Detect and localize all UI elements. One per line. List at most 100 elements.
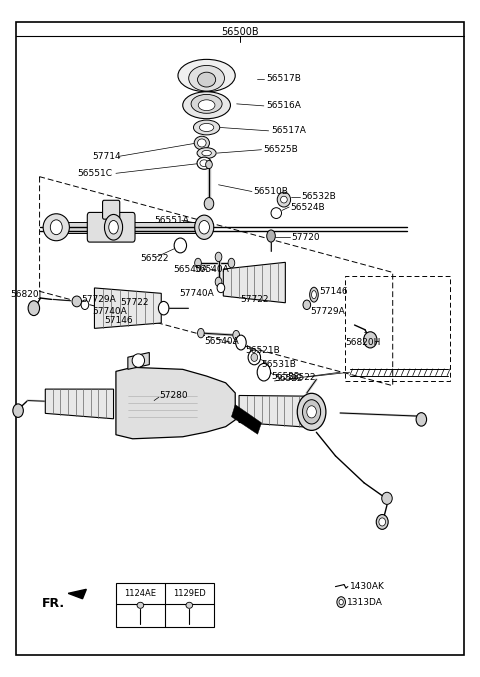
- Polygon shape: [45, 389, 114, 419]
- Ellipse shape: [109, 221, 118, 234]
- Ellipse shape: [198, 72, 216, 87]
- Text: 56531B: 56531B: [262, 359, 296, 368]
- Text: 56517B: 56517B: [266, 74, 301, 83]
- Text: 56522: 56522: [271, 372, 300, 380]
- Ellipse shape: [215, 277, 222, 286]
- Text: 56500B: 56500B: [221, 26, 259, 37]
- Text: 56532B: 56532B: [301, 192, 336, 202]
- Polygon shape: [95, 288, 161, 328]
- Text: 56820H: 56820H: [345, 338, 380, 347]
- Text: 1124AE: 1124AE: [124, 589, 156, 598]
- Ellipse shape: [199, 221, 209, 234]
- Ellipse shape: [105, 215, 122, 240]
- Ellipse shape: [137, 603, 144, 609]
- Ellipse shape: [198, 100, 215, 110]
- Ellipse shape: [416, 413, 427, 426]
- FancyBboxPatch shape: [87, 213, 135, 242]
- Ellipse shape: [81, 300, 89, 309]
- Ellipse shape: [50, 220, 62, 235]
- Text: 56522: 56522: [275, 374, 303, 383]
- Ellipse shape: [257, 364, 271, 381]
- Ellipse shape: [186, 603, 192, 609]
- Text: 1313DA: 1313DA: [347, 598, 383, 607]
- Ellipse shape: [191, 94, 222, 113]
- Ellipse shape: [204, 198, 214, 210]
- FancyBboxPatch shape: [16, 22, 464, 655]
- FancyBboxPatch shape: [103, 200, 120, 219]
- Text: 56522: 56522: [288, 373, 316, 382]
- Ellipse shape: [195, 215, 214, 240]
- Ellipse shape: [197, 157, 211, 169]
- Text: 57740A: 57740A: [92, 307, 127, 316]
- Text: 56551C: 56551C: [78, 169, 113, 178]
- Ellipse shape: [251, 353, 258, 362]
- Ellipse shape: [228, 258, 235, 267]
- Text: 56516A: 56516A: [266, 102, 301, 110]
- Ellipse shape: [215, 253, 222, 261]
- Ellipse shape: [194, 136, 209, 150]
- Ellipse shape: [217, 283, 225, 292]
- Ellipse shape: [43, 214, 70, 241]
- Ellipse shape: [183, 92, 230, 118]
- Ellipse shape: [281, 196, 287, 203]
- Ellipse shape: [193, 120, 220, 135]
- Ellipse shape: [379, 518, 385, 526]
- Text: 56540A: 56540A: [194, 265, 229, 274]
- Ellipse shape: [199, 123, 214, 131]
- Ellipse shape: [72, 296, 82, 307]
- Polygon shape: [223, 262, 285, 303]
- Text: 56521B: 56521B: [246, 346, 280, 355]
- Ellipse shape: [382, 492, 392, 504]
- Text: 57280: 57280: [159, 391, 188, 400]
- Polygon shape: [128, 353, 149, 370]
- Text: 56551A: 56551A: [154, 216, 189, 225]
- Ellipse shape: [267, 230, 276, 242]
- Ellipse shape: [233, 330, 240, 340]
- Ellipse shape: [339, 599, 343, 605]
- Ellipse shape: [364, 332, 377, 348]
- Ellipse shape: [178, 60, 235, 92]
- Polygon shape: [239, 395, 307, 427]
- Ellipse shape: [200, 160, 208, 167]
- Ellipse shape: [205, 160, 212, 169]
- Ellipse shape: [198, 139, 206, 147]
- Text: 56540A: 56540A: [173, 265, 207, 274]
- Ellipse shape: [310, 287, 318, 302]
- Text: 56522: 56522: [140, 255, 168, 263]
- Ellipse shape: [197, 148, 216, 158]
- FancyBboxPatch shape: [56, 222, 204, 233]
- Ellipse shape: [307, 406, 316, 418]
- Text: 57729A: 57729A: [311, 307, 346, 316]
- Ellipse shape: [158, 301, 169, 315]
- Text: FR.: FR.: [42, 597, 65, 610]
- Ellipse shape: [174, 238, 187, 253]
- Text: 56524B: 56524B: [290, 202, 325, 211]
- Ellipse shape: [277, 192, 290, 207]
- Ellipse shape: [132, 354, 144, 368]
- Ellipse shape: [189, 66, 225, 91]
- Ellipse shape: [376, 515, 388, 529]
- Text: 1129ED: 1129ED: [173, 589, 205, 598]
- Ellipse shape: [337, 596, 346, 607]
- Text: 57714: 57714: [92, 152, 120, 161]
- Text: 1430AK: 1430AK: [350, 582, 384, 591]
- Polygon shape: [116, 368, 235, 439]
- Text: 57722: 57722: [240, 295, 269, 304]
- Text: 57740A: 57740A: [179, 289, 214, 298]
- Text: 56820J: 56820J: [11, 290, 42, 299]
- Text: 57146: 57146: [105, 315, 133, 325]
- Text: 57146: 57146: [319, 287, 348, 296]
- Text: 57720: 57720: [291, 233, 320, 242]
- Text: 56525B: 56525B: [263, 146, 298, 154]
- Text: 57722: 57722: [120, 299, 148, 307]
- Ellipse shape: [303, 300, 311, 309]
- Ellipse shape: [302, 399, 321, 424]
- Text: 57729A: 57729A: [82, 295, 116, 304]
- Ellipse shape: [195, 258, 201, 267]
- Text: 56540A: 56540A: [204, 336, 240, 346]
- Ellipse shape: [202, 150, 211, 156]
- Ellipse shape: [13, 404, 24, 418]
- FancyBboxPatch shape: [116, 584, 214, 627]
- Text: 56510B: 56510B: [253, 187, 288, 196]
- Ellipse shape: [312, 290, 316, 299]
